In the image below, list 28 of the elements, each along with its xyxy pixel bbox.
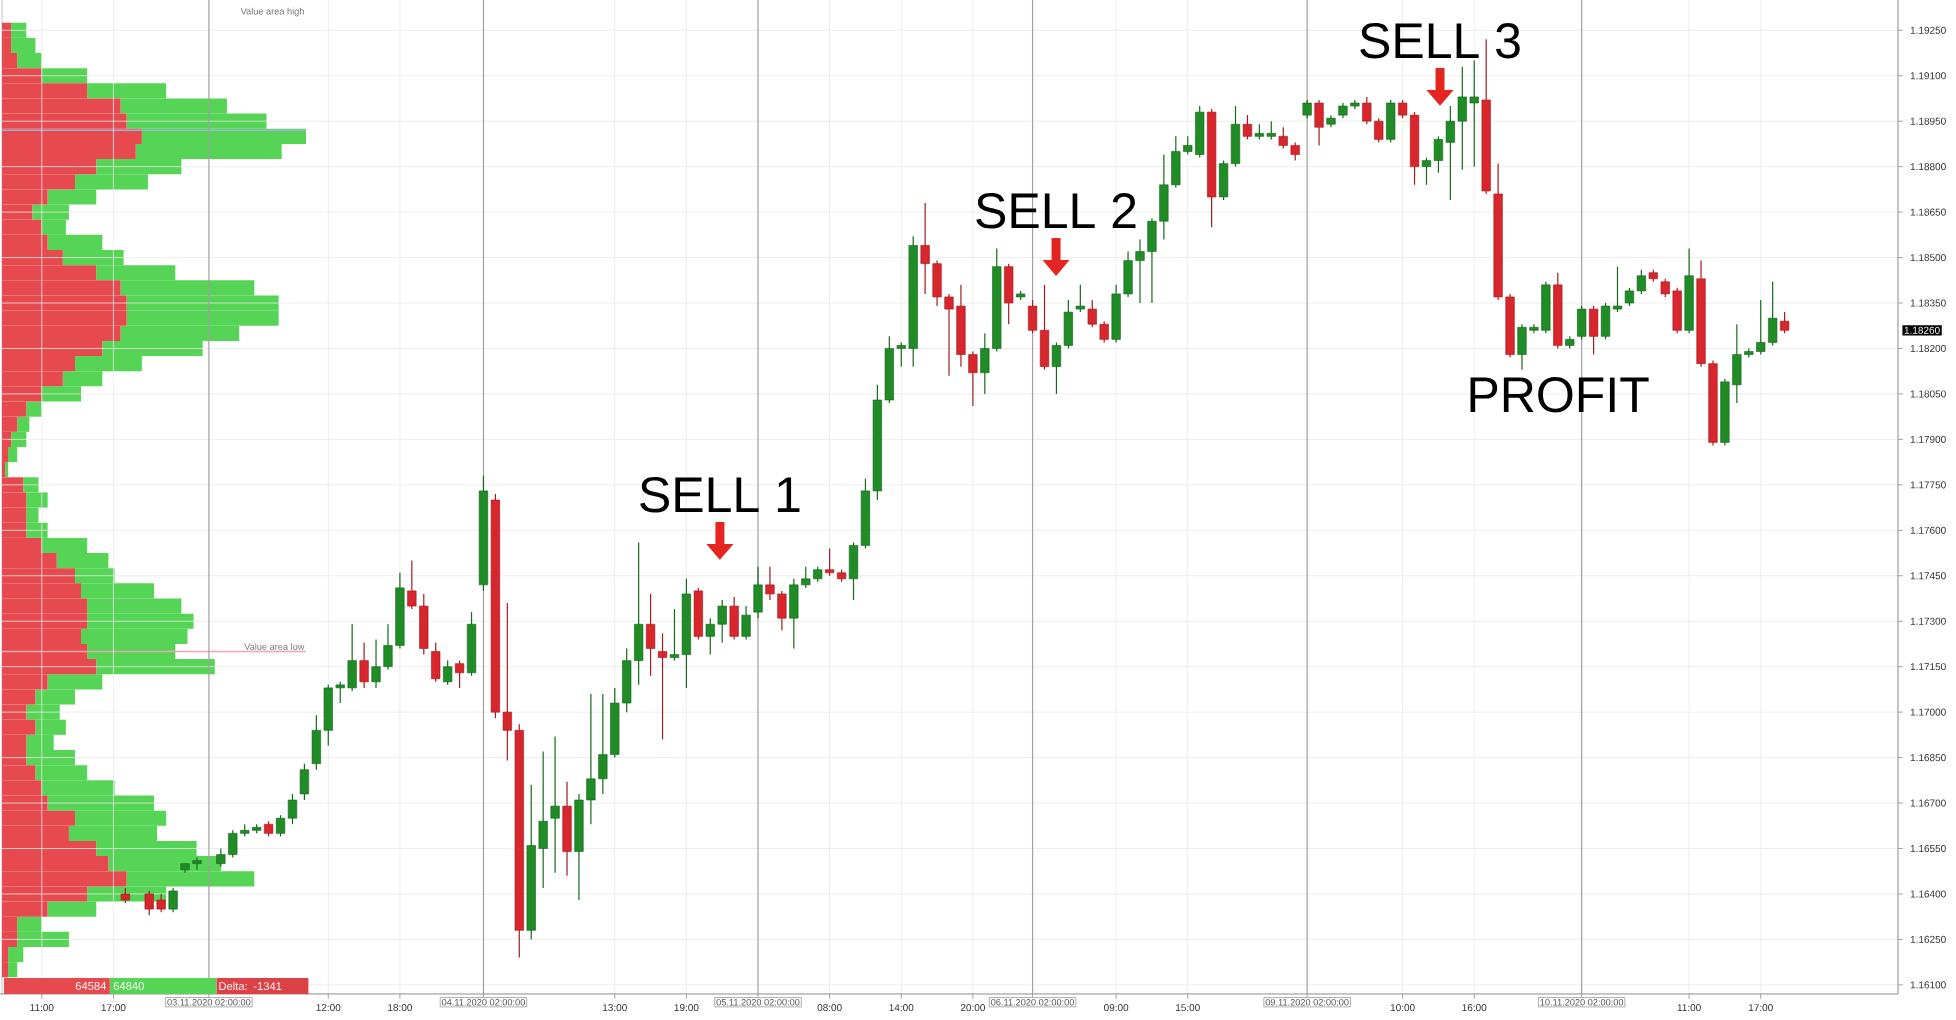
- annotation: PROFIT: [1470, 377, 1649, 413]
- annotation: SELL 3: [1360, 23, 1520, 59]
- candlestick: [1075, 284, 1085, 313]
- candlestick: [1242, 114, 1253, 140]
- candlestick: [1386, 99, 1396, 144]
- candlestick: [1577, 305, 1587, 340]
- candlestick: [729, 596, 739, 641]
- candlestick: [431, 641, 441, 683]
- candlestick: [454, 660, 465, 689]
- candlestick: [693, 587, 703, 641]
- candlestick: [741, 605, 751, 641]
- candlestick: [1004, 263, 1014, 325]
- bar: [41, 68, 88, 84]
- candlestick: [168, 887, 178, 913]
- candlestick: [562, 781, 572, 877]
- candlestick: [1589, 305, 1599, 356]
- candlestick: [550, 735, 560, 874]
- candlestick: [1780, 311, 1790, 334]
- candlestick: [1302, 99, 1312, 119]
- candlestick: [359, 641, 369, 689]
- candlestick: [753, 566, 763, 619]
- annotation: SELL 1: [640, 477, 800, 513]
- annotation: SELL 2: [976, 193, 1136, 229]
- candlestick: [657, 632, 668, 741]
- candlestick: [299, 763, 310, 801]
- candlestick: [443, 660, 453, 686]
- candlestick: [645, 593, 656, 677]
- candlestick: [1314, 99, 1324, 147]
